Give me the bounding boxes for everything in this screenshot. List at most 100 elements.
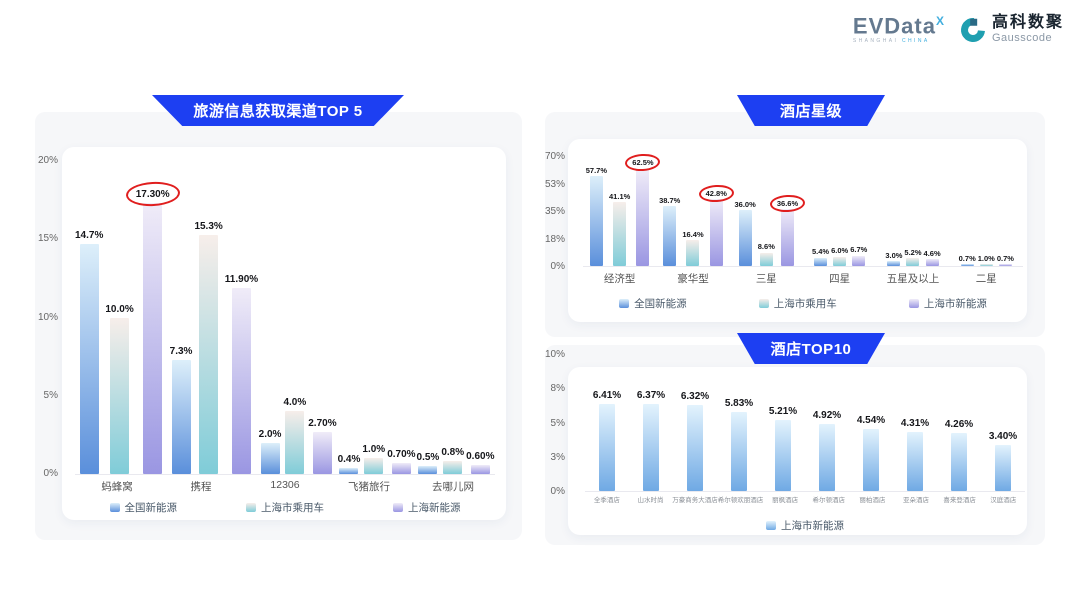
bar[interactable] — [686, 240, 700, 266]
gausscode-name-en: Gausscode — [991, 32, 1053, 45]
top10-plot-area: 6.41% 6.37% 6.32% 5.83% 5.21% 4.92% 4.54% 4.31%… — [585, 355, 1025, 492]
bar[interactable] — [364, 458, 384, 474]
bar[interactable] — [642, 404, 659, 491]
category-label: 蚂蜂窝 — [101, 481, 133, 493]
bar[interactable] — [998, 264, 1012, 266]
y-axis-tick: 8% — [550, 383, 565, 395]
bar-group: 36.0% 8.6% 36.6% — [730, 157, 803, 266]
star-y-axis: 70% 53% 35% 18% 0% — [535, 150, 565, 273]
bar[interactable] — [906, 257, 920, 266]
bar[interactable] — [613, 202, 627, 266]
bar-wrap: 4.31% — [901, 418, 929, 491]
bar-group: 3.0% 5.2% 4.6% — [876, 157, 949, 266]
bar[interactable] — [470, 464, 490, 474]
bar-wrap: 6.37% — [637, 390, 665, 491]
legend-item[interactable]: 上海市乘用车 — [758, 296, 837, 311]
value-label: 5.4% — [811, 247, 830, 257]
category-label: 希尔顿欢朋酒店 — [717, 497, 764, 504]
legend-item[interactable]: 上海市乘用车 — [246, 500, 324, 515]
value-label: 3.0% — [885, 251, 903, 261]
value-label: 4.6% — [923, 248, 941, 258]
bar-wrap: 57.7% — [585, 165, 608, 266]
legend-label: 上海市新能源 — [923, 297, 987, 310]
value-label: 4.54% — [856, 415, 886, 427]
value-label: 57.7% — [585, 165, 608, 175]
bar-wrap: 0.4% — [338, 454, 360, 474]
bar[interactable] — [852, 255, 866, 266]
bar-wrap: 11.90% — [225, 274, 258, 474]
value-label: 8.6% — [757, 242, 775, 252]
travel-chart-card — [62, 147, 506, 520]
bar[interactable] — [589, 176, 603, 266]
bar[interactable] — [759, 252, 773, 266]
bar[interactable] — [818, 424, 835, 491]
value-label: 0.7% — [996, 253, 1014, 263]
bar[interactable] — [781, 209, 795, 266]
evdata-logo: EVDataX SHANGHAI CHINA — [853, 15, 945, 44]
bar[interactable] — [730, 411, 747, 491]
value-label: 0.5% — [416, 452, 440, 464]
bar[interactable] — [418, 466, 438, 474]
bar[interactable] — [663, 205, 677, 266]
travel-y-axis: 20% 15% 10% 5% 0% — [20, 154, 58, 480]
bar[interactable] — [79, 243, 99, 474]
bar[interactable] — [686, 405, 703, 491]
value-label: 38.7% — [659, 195, 681, 205]
bar-group: 4.31% — [893, 355, 937, 491]
legend-marker — [758, 298, 769, 308]
bar[interactable] — [312, 431, 332, 474]
value-label: 2.70% — [308, 417, 337, 429]
bar[interactable] — [199, 234, 219, 474]
y-axis-tick: 5% — [43, 389, 58, 401]
star-title-banner: 酒店星级 — [737, 95, 885, 126]
bar[interactable] — [887, 261, 901, 266]
legend-label: 上海市乘用车 — [261, 501, 324, 514]
bar-wrap: 17.30% — [136, 189, 170, 474]
value-label: 16.4% — [682, 230, 704, 240]
bar[interactable] — [994, 444, 1011, 491]
bar[interactable] — [833, 256, 847, 266]
bar[interactable] — [960, 264, 974, 266]
y-axis-tick: 10% — [37, 311, 58, 323]
bar[interactable] — [862, 429, 879, 491]
bar[interactable] — [709, 199, 723, 266]
bar[interactable] — [925, 258, 939, 266]
bar[interactable] — [906, 432, 923, 491]
bar[interactable] — [738, 209, 752, 266]
bar[interactable] — [391, 463, 411, 474]
bar[interactable] — [443, 461, 463, 474]
bar[interactable] — [598, 403, 615, 491]
bar[interactable] — [285, 411, 305, 474]
evdata-tagline: SHANGHAI CHINA — [852, 38, 930, 45]
bar[interactable] — [979, 264, 993, 266]
bar-wrap: 42.8% — [706, 189, 727, 266]
value-label: 4.0% — [283, 397, 307, 409]
bar-group: 4.92% — [805, 355, 849, 491]
legend-label: 全国新能源 — [634, 297, 687, 310]
legend-item[interactable]: 上海市新能源 — [766, 518, 844, 533]
bar[interactable] — [774, 420, 791, 491]
legend-item[interactable]: 全国新能源 — [619, 296, 687, 311]
bar[interactable] — [171, 359, 191, 474]
bar[interactable] — [110, 317, 130, 474]
bar[interactable] — [636, 168, 650, 266]
value-label: 3.40% — [988, 430, 1018, 442]
bar[interactable] — [950, 433, 967, 491]
y-axis-tick: 0% — [43, 468, 58, 479]
bar[interactable] — [339, 467, 359, 474]
value-label: 0.7% — [958, 253, 976, 263]
category-label: 五星及以上 — [886, 273, 940, 285]
bar[interactable] — [260, 442, 280, 474]
bar[interactable] — [143, 203, 163, 474]
legend-item[interactable]: 全国新能源 — [109, 500, 177, 515]
legend-item[interactable]: 上海新能源 — [393, 500, 461, 515]
top10-title: 酒店TOP10 — [770, 341, 852, 358]
bar[interactable] — [814, 257, 828, 266]
category-label: 12306 — [270, 479, 300, 491]
bar[interactable] — [231, 287, 251, 474]
value-label: 4.26% — [944, 419, 974, 431]
bar-wrap: 3.0% — [885, 251, 903, 266]
top10-legend: 上海市新能源 — [585, 516, 1025, 534]
legend-item[interactable]: 上海市新能源 — [908, 296, 987, 311]
value-label: 7.3% — [169, 345, 193, 357]
